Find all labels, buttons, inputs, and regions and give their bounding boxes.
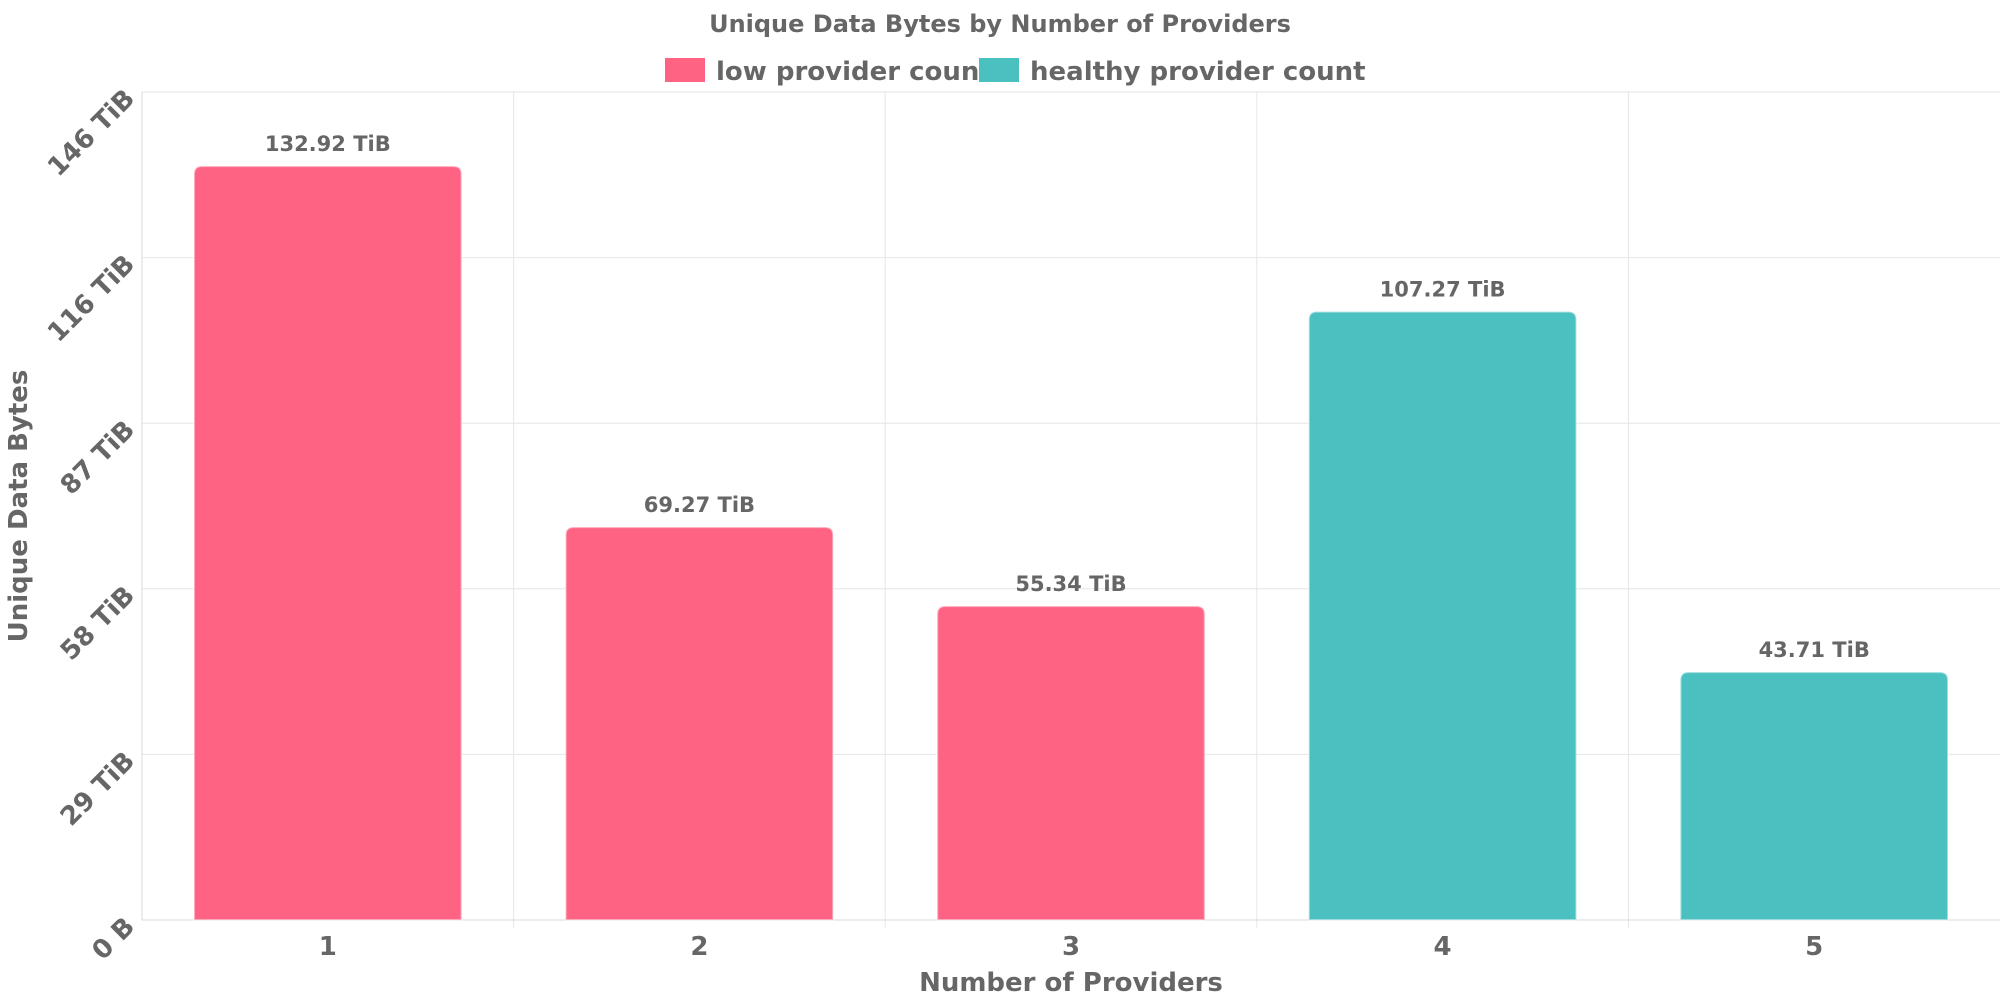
x-tick-label: 2 bbox=[690, 932, 708, 962]
bar-5[interactable] bbox=[1679, 671, 1949, 921]
data-label-4: 107.27 TiB bbox=[1380, 278, 1506, 302]
legend-label-healthy-provider-count[interactable]: healthy provider count bbox=[1030, 57, 1366, 87]
x-gridlines bbox=[513, 92, 1629, 928]
y-tick-label: 0 B bbox=[87, 912, 141, 966]
x-tick-label: 3 bbox=[1062, 932, 1080, 962]
y-axis-label: Unique Data Bytes bbox=[4, 370, 34, 643]
chart-title: Unique Data Bytes by Number of Providers bbox=[709, 10, 1291, 38]
x-tick-label: 5 bbox=[1805, 932, 1823, 962]
data-label-3: 55.34 TiB bbox=[1015, 572, 1126, 596]
bar-4[interactable] bbox=[1307, 310, 1578, 921]
y-tick-label: 29 TiB bbox=[55, 746, 141, 832]
legend-swatch-low-provider-count bbox=[665, 58, 705, 82]
legend-label-low-provider-count[interactable]: low provider count bbox=[716, 57, 992, 87]
y-tick-labels: 0 B 29 TiB 58 TiB 87 TiB 116 TiB 146 TiB bbox=[42, 84, 141, 966]
data-labels: 132.92 TiB 69.27 TiB 55.34 TiB 107.27 TiB 43… bbox=[265, 132, 1870, 662]
bars bbox=[193, 165, 1949, 921]
x-tick-label: 1 bbox=[319, 932, 337, 962]
data-label-1: 132.92 TiB bbox=[265, 132, 391, 156]
y-tick-label: 58 TiB bbox=[55, 581, 141, 667]
data-label-2: 69.27 TiB bbox=[644, 493, 755, 517]
data-label-5: 43.71 TiB bbox=[1759, 638, 1870, 662]
bar-1[interactable] bbox=[193, 165, 463, 921]
y-tick-label: 116 TiB bbox=[42, 249, 141, 348]
legend: low provider count healthy provider coun… bbox=[665, 57, 1366, 87]
legend-swatch-healthy-provider-count bbox=[979, 58, 1019, 82]
bar-3[interactable] bbox=[936, 605, 1206, 921]
x-tick-label: 4 bbox=[1434, 932, 1452, 962]
y-tick-label: 87 TiB bbox=[55, 415, 141, 501]
x-tick-labels: 1 2 3 4 5 bbox=[319, 932, 1823, 962]
y-tick-label: 146 TiB bbox=[42, 84, 141, 183]
bar-2[interactable] bbox=[564, 526, 835, 921]
x-axis-label: Number of Providers bbox=[919, 968, 1223, 998]
